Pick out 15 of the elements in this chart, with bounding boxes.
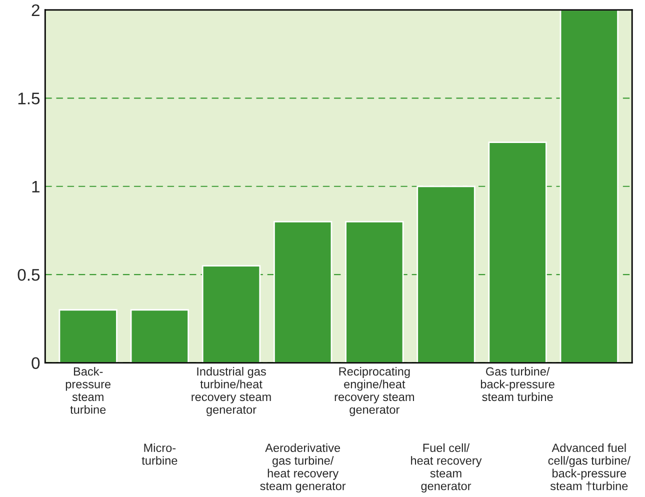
bar xyxy=(58,309,118,363)
x-tick-label: Reciprocating engine/heat recovery steam generator xyxy=(334,366,414,416)
x-tick-label: Micro- turbine xyxy=(142,443,178,465)
y-tick-label: 0 xyxy=(32,357,40,370)
y-tick-label: 1 xyxy=(32,180,40,192)
x-tick-label: Gas turbine/ back-pressure steam turbine xyxy=(480,366,554,402)
y-tick-label: 1.5 xyxy=(18,92,40,104)
x-tick-label: Advanced fuel cell/gas turbine/ back-pressure steam †turbine xyxy=(548,443,630,491)
bar xyxy=(130,309,190,363)
x-tick-label: Back- pressure steam turbine xyxy=(66,366,111,414)
y-tick-label: 2 xyxy=(32,4,40,16)
x-tick-label: Industrial gas turbine/heat recovery steam generator xyxy=(192,366,271,416)
x-tick-label: Aeroderivative gas turbine/ heat recovery steam generator xyxy=(260,443,346,493)
x-tick-label: Fuel cell/ heat recovery steam generator xyxy=(411,443,482,493)
y-tick-label: 0.5 xyxy=(18,268,40,281)
